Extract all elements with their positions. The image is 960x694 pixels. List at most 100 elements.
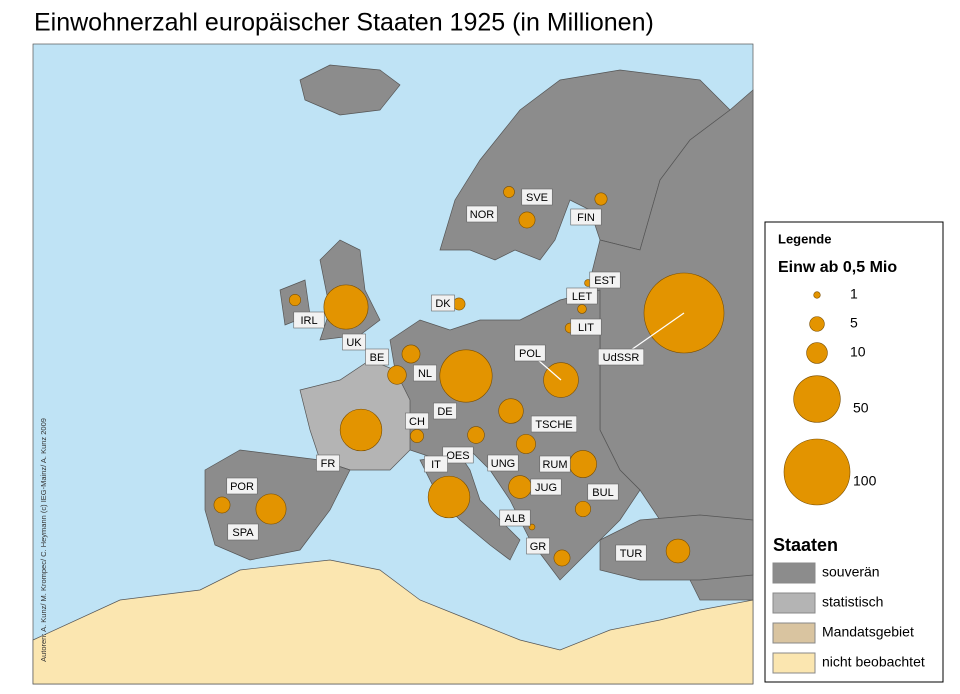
population-bubble: [516, 434, 536, 454]
state-label: souverän: [822, 564, 880, 580]
state-label: nicht beobachtet: [822, 654, 925, 670]
label-box: [530, 415, 578, 433]
population-bubble: [503, 186, 515, 198]
state-label: statistisch: [822, 594, 883, 610]
side-note: Autoren: A. Kunz/ M. Krompec/ C. Heymann…: [39, 418, 48, 662]
population-bubble: [594, 192, 608, 206]
population-bubble: [553, 549, 571, 567]
label-box: [487, 454, 519, 472]
country-label: SVE: [526, 192, 548, 204]
state-swatch: [772, 592, 816, 614]
label-box: [514, 344, 546, 362]
country-label: NL: [418, 368, 432, 380]
label-box: [597, 348, 645, 366]
legend-bubble: [813, 291, 821, 299]
label-box: [442, 446, 474, 464]
state-swatch: [772, 622, 816, 644]
country-label: IT: [431, 459, 441, 471]
country-label: LIT: [578, 322, 594, 334]
country-label: FR: [321, 458, 336, 470]
label-box: [433, 402, 457, 420]
country-label: OES: [446, 450, 469, 462]
country-label: TSCHE: [535, 419, 572, 431]
country-label: UNG: [491, 458, 515, 470]
label-box: [570, 318, 602, 336]
population-bubble: [508, 475, 532, 499]
country-label: SPA: [232, 527, 254, 539]
country-label: EST: [594, 275, 616, 287]
africa: [32, 559, 754, 685]
country-label: ALB: [505, 513, 526, 525]
label-box: [226, 477, 258, 495]
country-label: NOR: [470, 209, 495, 221]
population-bubble: [339, 408, 383, 452]
population-bubble: [387, 365, 407, 385]
label-box: [316, 454, 340, 472]
legend: 1 5 10 50 100 souverän statistisch Mandatsgebie…: [772, 286, 925, 674]
population-bubble: [577, 304, 587, 314]
country-label: UK: [346, 337, 362, 349]
country-label: POR: [230, 481, 254, 493]
label-box: [570, 208, 602, 226]
population-bubble: [323, 284, 369, 330]
label-box: [466, 205, 498, 223]
label-box: [530, 478, 562, 496]
country-label: GR: [530, 541, 547, 553]
country-label: LET: [572, 291, 592, 303]
label-box: [431, 294, 455, 312]
label-box: [365, 348, 389, 366]
country-label: BUL: [592, 487, 613, 499]
population-bubble: [569, 450, 597, 478]
population-bubble: [213, 496, 231, 514]
legend-bubble: [809, 316, 825, 332]
population-bubble: [439, 349, 493, 403]
map: [32, 43, 754, 685]
legend-subtitle: Einw ab 0,5 Mio: [778, 259, 897, 276]
country-label: RUM: [542, 459, 567, 471]
label-box: [539, 455, 571, 473]
population-bubble: [401, 344, 421, 364]
legend-size-label: 50: [853, 400, 869, 416]
country-label: JUG: [535, 482, 557, 494]
legend-size-label: 1: [850, 286, 858, 302]
legend-size-label: 100: [853, 473, 877, 489]
label-box: [293, 311, 325, 329]
label-box: [526, 537, 550, 555]
legend-bubble: [806, 342, 828, 364]
state-swatch: [772, 652, 816, 674]
label-box: [424, 455, 448, 473]
population-bubble: [498, 398, 524, 424]
country-label: UdSSR: [603, 352, 640, 364]
label-box: [615, 544, 647, 562]
title: Einwohnerzahl europäischer Staaten 1925 …: [34, 9, 654, 37]
label-box: [227, 523, 259, 541]
states-title: Staaten: [773, 535, 838, 555]
legend-size-label: 5: [850, 315, 858, 331]
iceland: [299, 64, 401, 116]
legend-bubble: [783, 438, 851, 506]
country-label: DK: [435, 298, 451, 310]
state-swatch: [772, 562, 816, 584]
country-label: FIN: [577, 212, 595, 224]
label-box: [405, 412, 429, 430]
legend-bubble: [793, 375, 841, 423]
country-label: CH: [409, 416, 425, 428]
label-box: [342, 333, 366, 351]
label-box: [521, 188, 553, 206]
country-label: DE: [437, 406, 452, 418]
country-label: IRL: [300, 315, 317, 327]
state-label: Mandatsgebiet: [822, 624, 914, 640]
population-bubble: [288, 293, 302, 307]
population-bubble: [665, 538, 691, 564]
label-box: [413, 364, 437, 382]
population-bubble: [574, 500, 592, 518]
label-box: [499, 509, 531, 527]
population-bubble: [410, 429, 424, 443]
population-bubble: [518, 211, 536, 229]
population-bubble: [467, 426, 485, 444]
country-label: POL: [519, 348, 541, 360]
country-label: BE: [370, 352, 385, 364]
label-box: [566, 287, 598, 305]
